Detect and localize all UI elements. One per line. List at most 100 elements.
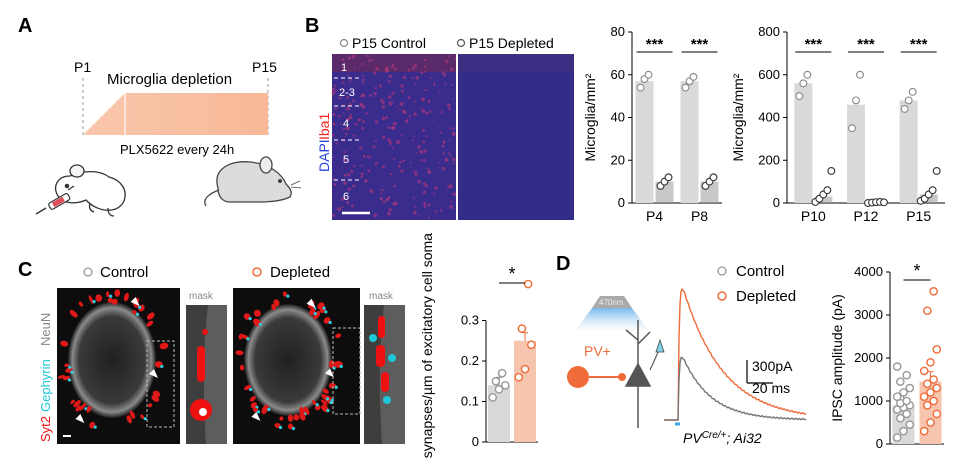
gephyrin-punctum [267,408,270,411]
gephyrin-punctum [259,323,262,326]
iba1-cell [416,76,420,80]
stain-gephyrin-label: Gephyrin [38,359,53,412]
gephyrin-punctum [316,403,319,406]
point-depleted [927,359,934,366]
significance-label: *** [646,36,664,53]
mask-label-control: mask [189,291,214,302]
iba1-cell [360,95,362,97]
pv-cell-label: PV+ [584,343,611,359]
bar-control [847,105,865,203]
iba1-cell [414,172,418,176]
iba1-cell [410,162,412,164]
point-depleted [924,307,931,314]
legend-c-depleted-marker [253,268,261,276]
iba1-cell [352,55,356,59]
point-depleted [930,397,937,404]
pyramidal-cell-icon [626,320,664,428]
iba1-cell [362,79,365,82]
legend-p15-depleted: P15 Depleted [469,35,554,51]
iba1-cell [379,84,382,87]
layer-label-4: 4 [343,118,349,130]
point-control [906,385,913,392]
iba1-cell [415,170,417,172]
mask-label-depleted: mask [369,291,394,302]
iba1-cell [343,136,345,138]
point-depleted [528,341,535,348]
iba1-cell [391,92,394,95]
panel-d-label: D [556,253,570,275]
iba1-cell [360,175,362,177]
iba1-cell [359,119,361,121]
iba1-cell [394,202,398,206]
iba1-cell [362,75,364,77]
iba1-cell [351,204,354,207]
depletion-title: Microglia depletion [107,71,232,88]
y-tick-label: 3000 [854,307,883,322]
iba1-cell [405,120,408,123]
gephyrin-punctum [109,295,112,298]
iba1-cell [386,198,389,201]
bar-control [794,83,812,203]
iba1-cell [347,108,350,111]
genotype-gene: PV [683,430,703,446]
iba1-cell [424,70,426,72]
iba1-cell [366,55,369,58]
gephyrin-punctum [68,378,71,381]
iba1-cell [449,139,451,141]
point-control [909,88,916,95]
iba1-cell [393,122,397,126]
iba1-cell [413,170,415,172]
iba1-cell [422,129,425,132]
iba1-cell [413,64,417,68]
point-depleted [921,428,928,435]
point-depleted [515,374,522,381]
iba1-cell [337,207,341,211]
point-depleted [521,366,528,373]
y-tick-label: 0 [472,434,479,449]
scale-amplitude: 300pA [752,358,793,374]
y-tick-label: 2000 [854,350,883,365]
iba1-cell [387,126,389,128]
layer-label-5: 5 [343,154,349,166]
point-depleted [665,174,672,181]
legend-d-depleted: Depleted [736,288,796,305]
point-control [905,97,912,104]
legend-d-depleted-marker [718,292,726,300]
iba1-cell [380,192,382,194]
iba1-cell [427,100,430,103]
point-depleted [930,376,937,383]
micrograph-c-depleted [233,288,360,444]
gephyrin-punctum [249,388,252,391]
stain-dapi-label: DAPI [316,139,332,172]
iba1-cell [362,105,366,109]
iba1-cell [362,63,364,65]
legend-control-marker [341,40,348,47]
iba1-cell [424,149,427,152]
y-tick-label: 0.3 [461,313,479,328]
iba1-cell [361,127,364,130]
iba1-cell [396,140,400,144]
iba1-cell [440,209,443,212]
iba1-cell [387,212,391,216]
iba1-cell [449,127,451,129]
iba1-cell [333,156,335,158]
gephyrin-punctum [329,321,332,324]
gephyrin-punctum [292,427,295,430]
point-control [897,378,904,385]
iba1-cell [412,197,414,199]
iba1-cell [434,210,437,213]
y-tick-label: 80 [611,24,625,39]
iba1-cell [380,197,383,200]
iba1-cell [392,146,394,148]
iba1-cell [415,206,417,208]
iba1-cell [453,193,456,196]
iba1-cell [391,66,393,68]
point-control [903,372,910,379]
point-control [690,73,697,80]
iba1-cell [390,173,392,175]
gephyrin-punctum [144,417,147,420]
iba1-cell [412,139,414,141]
iba1-cell [332,88,335,91]
y-tick-label: 200 [758,152,780,167]
micrograph-depleted [458,54,574,220]
